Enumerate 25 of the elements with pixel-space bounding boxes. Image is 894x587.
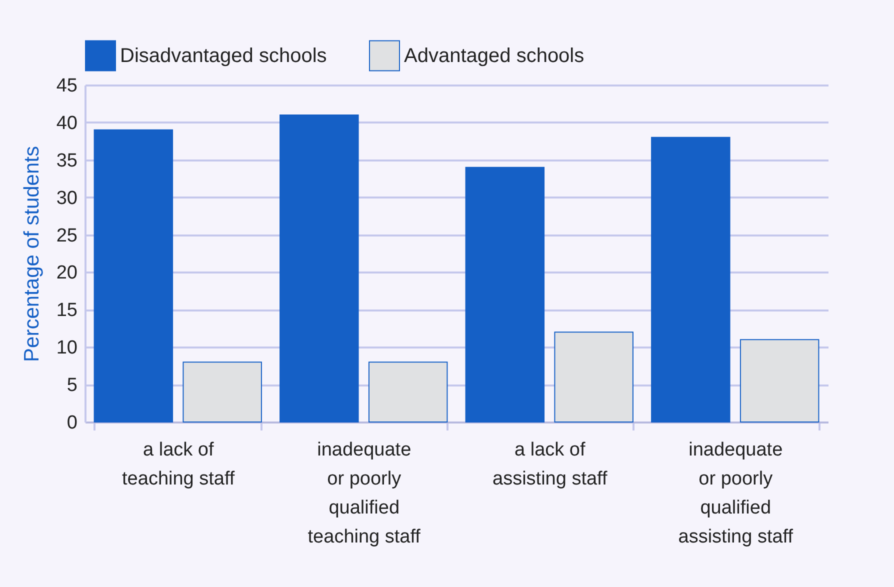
y-tick-label: 25 bbox=[56, 225, 78, 246]
legend-label: Disadvantaged schools bbox=[120, 44, 327, 67]
y-tick-label: 35 bbox=[56, 150, 78, 172]
y-tick-label: 10 bbox=[56, 338, 78, 359]
bar bbox=[94, 129, 174, 422]
x-tick-label: inadequate or poorly qualified assisting staff bbox=[678, 440, 794, 548]
bar bbox=[280, 114, 359, 422]
bar bbox=[465, 166, 545, 422]
bar bbox=[651, 136, 730, 422]
y-tick-label: 15 bbox=[56, 300, 78, 322]
bar bbox=[182, 362, 262, 422]
bar bbox=[740, 339, 820, 422]
bar bbox=[554, 332, 634, 422]
y-tick-label: 5 bbox=[66, 375, 78, 396]
y-axis-title: Percentage of students bbox=[20, 146, 44, 362]
x-tick-label: inadequate or poorly qualified teaching staff bbox=[308, 440, 422, 548]
bar bbox=[368, 362, 448, 422]
y-tick-label: 45 bbox=[56, 76, 78, 96]
y-tick-label: 20 bbox=[56, 262, 78, 284]
x-tick-label: a lack of assisting staff bbox=[492, 440, 608, 490]
legend-label: Advantaged schools bbox=[404, 44, 584, 67]
y-tick-label: 30 bbox=[56, 188, 78, 209]
y-tick-label: 40 bbox=[56, 112, 78, 134]
x-tick-label: a lack of teaching staff bbox=[122, 440, 236, 490]
y-tick-label: 0 bbox=[66, 412, 78, 434]
